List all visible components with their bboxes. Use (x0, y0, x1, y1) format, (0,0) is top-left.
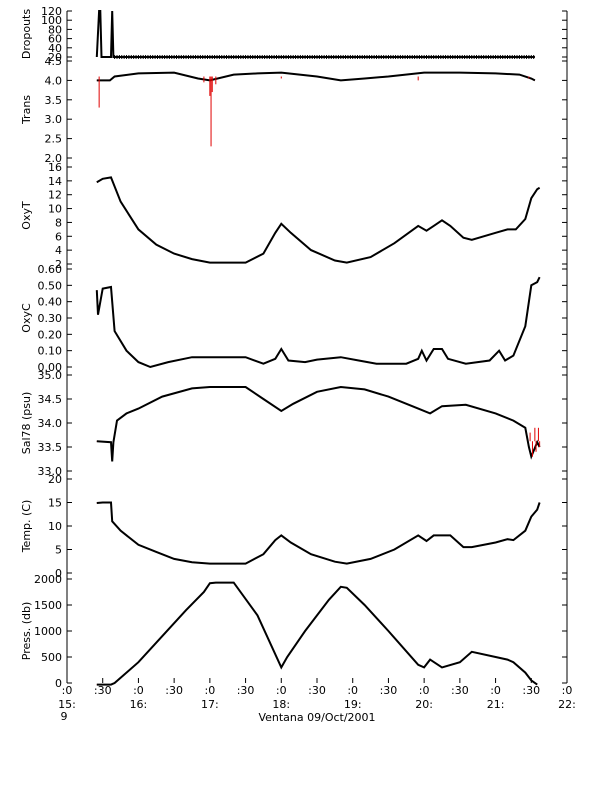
xtick-label-top: :0 (276, 684, 287, 697)
ytick-label-oxyt: 14 (48, 175, 62, 188)
ytick-label-sal: 33.5 (38, 441, 63, 454)
xtick-label-top: :0 (419, 684, 430, 697)
ytick-label-press: 500 (41, 651, 62, 664)
series-line-dropouts (95, 10, 535, 58)
x-axis-title: Ventana 09/Oct/2001 (258, 711, 375, 724)
raw-line-oxyt (96, 176, 540, 264)
xtick-label-bottom: 22: (558, 698, 576, 711)
ytick-label-temp: 15 (48, 497, 62, 510)
series-line-oxyc (95, 276, 541, 369)
xtick-label-top: :30 (308, 684, 326, 697)
x-start-label: 9 (61, 710, 68, 723)
ytick-label-press: 1000 (34, 625, 62, 638)
raw-line-sal (96, 386, 541, 462)
ytick-label-oxyt: 2 (55, 258, 62, 271)
ytick-label-dropouts: 40 (48, 42, 62, 55)
series-line-sal (96, 385, 541, 462)
xtick-label-top: :0 (62, 684, 73, 697)
xtick-label-top: :0 (204, 684, 215, 697)
xtick-label-bottom: 17: (201, 698, 219, 711)
xtick-label-top: :0 (562, 684, 573, 697)
ytick-label-press: 2000 (34, 573, 62, 586)
ytick-label-dropouts: 80 (48, 23, 62, 36)
series-line-temp (96, 501, 541, 565)
ylabel-dropouts: Dropouts (20, 9, 33, 59)
ytick-label-oxyc: 0.60 (38, 263, 63, 276)
ytick-label-trans: 4.5 (45, 55, 63, 68)
ytick-label-dropouts: 120 (41, 5, 62, 18)
xtick-label-bottom: 15: (58, 698, 76, 711)
ytick-label-dropouts: 60 (48, 33, 62, 46)
xtick-label-top: :30 (165, 684, 183, 697)
ytick-label-oxyt: 8 (55, 216, 62, 229)
ytick-label-temp: 0 (55, 567, 62, 580)
xtick-label-bottom: 20: (415, 698, 433, 711)
ylabel-press: Press. (db) (20, 602, 33, 661)
ytick-label-oxyt: 12 (48, 189, 62, 202)
ytick-label-sal: 35.0 (38, 369, 63, 382)
raw-line-dropouts (96, 10, 535, 58)
ytick-label-oxyt: 6 (55, 230, 62, 243)
xtick-label-bottom: 19: (344, 698, 362, 711)
ytick-label-oxyc: 0.30 (38, 312, 63, 325)
xtick-label-top: :30 (451, 684, 469, 697)
ytick-label-press: 0 (55, 677, 62, 690)
xtick-label-top: :0 (347, 684, 358, 697)
xtick-label-top: :30 (380, 684, 398, 697)
xtick-label-top: :30 (94, 684, 112, 697)
ytick-label-oxyc: 0.40 (38, 296, 63, 309)
series-line-press (96, 581, 538, 686)
ytick-label-trans: 2.0 (45, 152, 63, 165)
ytick-label-oxyt: 10 (48, 203, 62, 216)
xtick-label-top: :30 (522, 684, 540, 697)
ytick-label-trans: 3.5 (45, 94, 63, 107)
ytick-label-temp: 5 (55, 544, 62, 557)
ytick-label-oxyc: 0.10 (38, 345, 63, 358)
ytick-label-oxyt: 4 (55, 244, 62, 257)
raw-line-press (96, 582, 538, 686)
ytick-label-trans: 2.5 (45, 133, 63, 146)
ytick-label-temp: 20 (48, 473, 62, 486)
ytick-label-temp: 10 (48, 520, 62, 533)
ylabel-oxyt: OxyT (20, 201, 33, 230)
ytick-label-sal: 34.0 (38, 417, 63, 430)
ytick-label-dropouts: 20 (48, 51, 62, 64)
raw-line-oxyc (96, 276, 541, 368)
ytick-label-trans: 3.0 (45, 113, 63, 126)
ylabel-temp: Temp. (C) (20, 500, 33, 554)
xtick-label-top: :0 (133, 684, 144, 697)
ytick-label-oxyc: 0.50 (38, 279, 63, 292)
ylabel-trans: Trans (20, 95, 33, 125)
ytick-label-sal: 34.5 (38, 393, 63, 406)
ytick-label-oxyc: 0.20 (38, 328, 63, 341)
ytick-label-trans: 4.0 (45, 74, 63, 87)
ytick-label-sal: 33.0 (38, 465, 63, 478)
xtick-label-bottom: 16: (130, 698, 148, 711)
xtick-label-bottom: 18: (272, 698, 290, 711)
ylabel-oxyc: OxyC (20, 303, 33, 333)
xtick-label-bottom: 21: (487, 698, 505, 711)
ytick-label-oxyc: 0.00 (38, 361, 63, 374)
ylabel-sal: Sal78 (psu) (20, 392, 33, 455)
xtick-label-top: :0 (490, 684, 501, 697)
ytick-label-oxyt: 16 (48, 161, 62, 174)
ytick-label-dropouts: 100 (41, 14, 62, 27)
series-line-oxyt (96, 176, 541, 264)
series-line-trans (96, 71, 536, 82)
ytick-label-press: 1500 (34, 599, 62, 612)
xtick-label-top: :30 (237, 684, 255, 697)
